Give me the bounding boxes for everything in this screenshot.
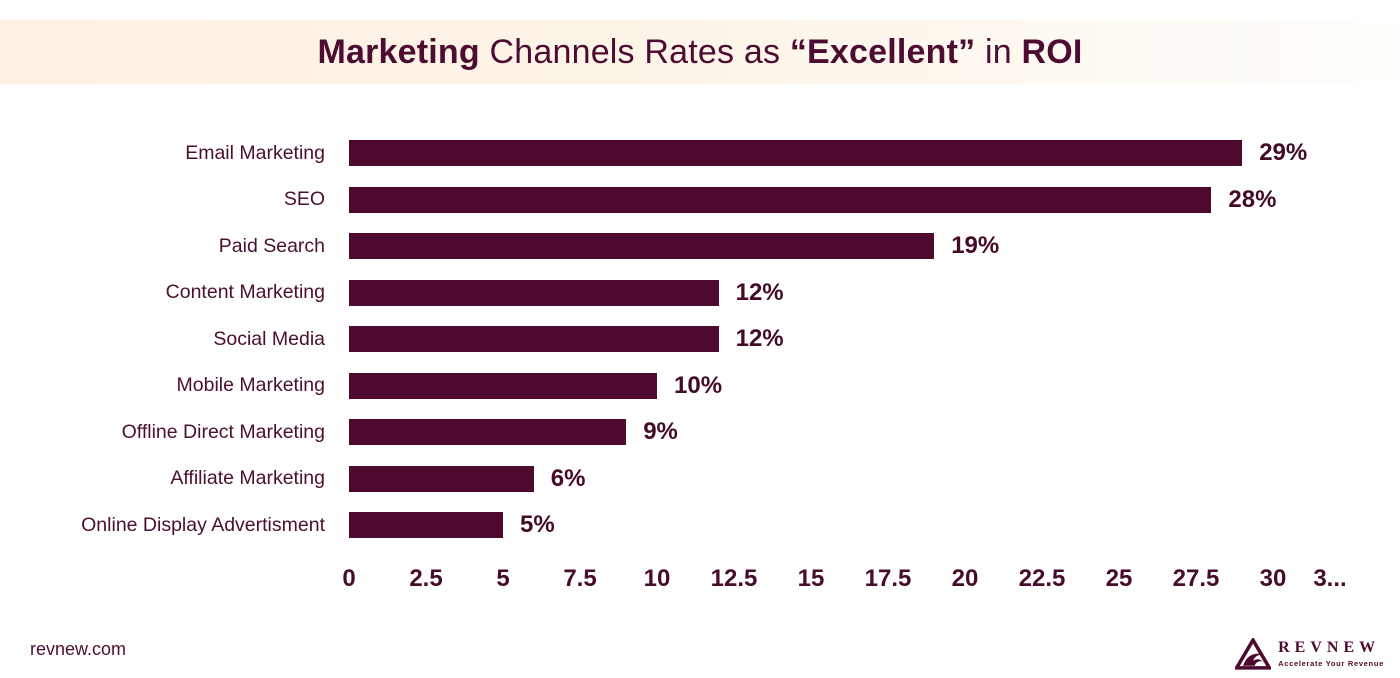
x-tick-label: 10 — [643, 565, 671, 592]
x-tick-label: 3... — [1313, 565, 1347, 592]
title-segment: “Excellent” — [789, 32, 985, 71]
title-segment: in — [984, 32, 1022, 71]
chart-title: Marketing Channels Rates as “Excellent” … — [317, 33, 1082, 72]
chart-row: Affiliate Marketing 6% — [0, 456, 1400, 503]
x-tick-label: 12.5 — [710, 565, 758, 592]
bar-wrap: 6% — [349, 465, 585, 493]
bar — [349, 419, 627, 446]
logo-text: REVNEW Accelerate Your Revenue — [1278, 639, 1384, 669]
category-label: Mobile Marketing — [176, 374, 325, 397]
x-tick-label: 27.5 — [1172, 565, 1220, 592]
x-tick-label: 2.5 — [409, 565, 443, 592]
value-label: 5% — [520, 511, 555, 539]
chart-row: Email Marketing 29% — [0, 130, 1400, 177]
x-tick-label: 7.5 — [563, 565, 597, 592]
category-label: Email Marketing — [185, 141, 325, 164]
bar — [349, 372, 657, 399]
bar-wrap: 9% — [349, 418, 678, 446]
bar — [349, 186, 1212, 213]
revnew-logo: REVNEW Accelerate Your Revenue — [1233, 636, 1384, 670]
bar-wrap: 10% — [349, 372, 722, 400]
category-label: Offline Direct Marketing — [121, 420, 325, 443]
footer-website: revnew.com — [30, 639, 127, 659]
category-label: SEO — [283, 188, 325, 211]
category-label: Online Display Advertisment — [81, 513, 325, 536]
chart-row: Online Display Advertisment 5% — [0, 502, 1400, 549]
chart-row: Content Marketing 12% — [0, 270, 1400, 317]
category-label: Content Marketing — [165, 281, 325, 304]
category-label: Social Media — [213, 327, 325, 350]
bar — [349, 512, 503, 539]
x-tick-label: 20 — [951, 565, 979, 592]
bar — [349, 465, 534, 492]
chart-row: Social Media 12% — [0, 316, 1400, 363]
chart-row: Paid Search 19% — [0, 223, 1400, 270]
bar — [349, 233, 935, 260]
x-tick-label: 0 — [342, 565, 356, 592]
bar-wrap: 19% — [349, 232, 999, 260]
bar-wrap: 12% — [349, 279, 784, 307]
chart-row: SEO 28% — [0, 177, 1400, 224]
chart-row: Mobile Marketing 10% — [0, 363, 1400, 410]
value-label: 6% — [550, 464, 586, 492]
title-segment: Marketing — [317, 32, 490, 71]
x-axis: 0 2.5 5 7.5 10 12.5 15 17.5 20 22.5 25 27.5 30 3... — [0, 565, 1400, 599]
x-tick-label: 17.5 — [864, 565, 912, 592]
value-label: 28% — [1228, 185, 1277, 213]
category-label: Affiliate Marketing — [170, 467, 325, 490]
x-tick-label: 30 — [1259, 565, 1287, 592]
bar-wrap: 12% — [349, 325, 784, 353]
bar — [349, 140, 1243, 167]
header-strip: Marketing Channels Rates as “Excellent” … — [0, 20, 1400, 84]
value-label: 10% — [674, 371, 723, 399]
value-label: 9% — [643, 418, 678, 446]
x-tick-label: 22.5 — [1018, 565, 1066, 592]
value-label: 12% — [735, 278, 784, 306]
title-segment: Channels Rates as — [489, 32, 790, 71]
logo-triangle-icon — [1233, 636, 1273, 670]
bar-wrap: 29% — [349, 139, 1307, 167]
bar-chart: Email Marketing 29% SEO 28% Paid Search 19% Co… — [0, 130, 1400, 549]
bar — [349, 326, 719, 353]
value-label: 29% — [1259, 139, 1308, 167]
value-label: 12% — [735, 325, 784, 353]
x-tick-label: 25 — [1105, 565, 1133, 592]
logo-tagline: Accelerate Your Revenue — [1278, 659, 1384, 668]
bar — [349, 279, 719, 306]
chart-row: Offline Direct Marketing 9% — [0, 409, 1400, 456]
category-label: Paid Search — [218, 234, 325, 257]
value-label: 19% — [951, 232, 1000, 260]
x-tick-label: 5 — [496, 565, 510, 592]
title-segment: ROI — [1021, 32, 1083, 71]
logo-name: REVNEW — [1278, 639, 1381, 656]
bar-wrap: 5% — [349, 511, 555, 539]
bar-wrap: 28% — [349, 186, 1276, 214]
x-tick-label: 15 — [797, 565, 825, 592]
